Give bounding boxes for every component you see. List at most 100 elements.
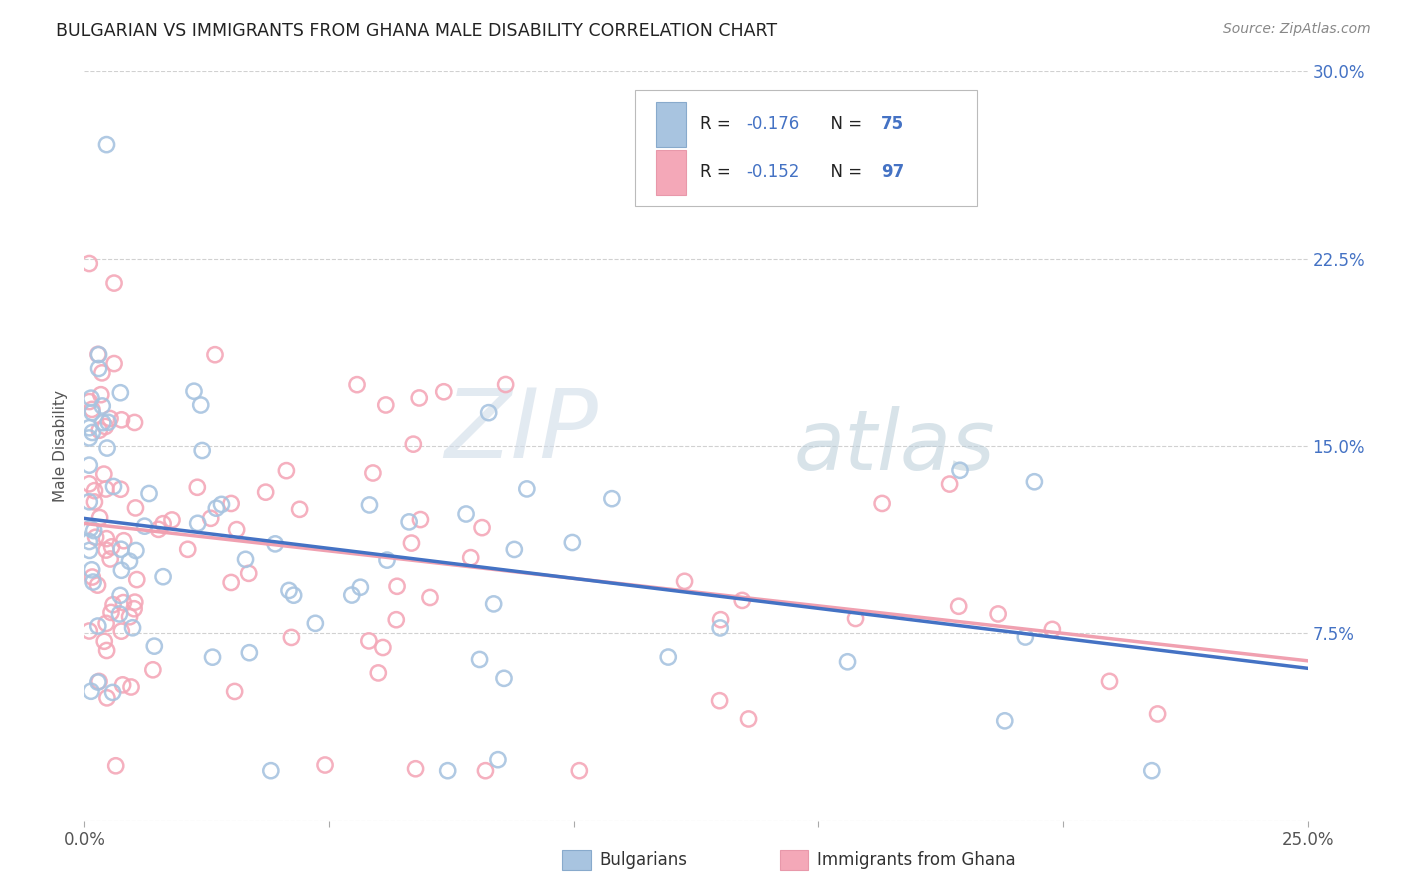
Point xyxy=(478,406,501,420)
Point xyxy=(142,663,165,677)
Point xyxy=(844,611,866,625)
Point xyxy=(503,542,526,557)
Point xyxy=(568,764,591,778)
Point xyxy=(238,566,260,581)
Point xyxy=(398,515,420,529)
Point xyxy=(91,399,114,413)
Text: Bulgarians: Bulgarians xyxy=(599,851,688,869)
Point xyxy=(138,486,160,500)
Point xyxy=(949,463,972,477)
Point xyxy=(474,764,496,778)
Point xyxy=(201,650,224,665)
Point xyxy=(304,616,326,631)
Point xyxy=(454,507,477,521)
Point xyxy=(349,580,371,594)
Text: atlas: atlas xyxy=(794,406,995,486)
Point xyxy=(948,599,970,614)
Point xyxy=(374,398,396,412)
Text: -0.152: -0.152 xyxy=(747,163,800,181)
Point xyxy=(204,348,226,362)
Point xyxy=(211,497,233,511)
Point xyxy=(710,613,733,627)
Point xyxy=(125,573,148,587)
Point xyxy=(264,537,287,551)
Point xyxy=(112,596,135,610)
Point xyxy=(77,476,100,491)
Point xyxy=(101,598,124,612)
Point xyxy=(94,419,117,434)
Point xyxy=(77,534,100,549)
Point xyxy=(91,416,114,430)
Text: ZIP: ZIP xyxy=(444,384,598,477)
Point xyxy=(219,496,242,510)
Text: 97: 97 xyxy=(880,163,904,181)
Point xyxy=(276,464,298,478)
Point xyxy=(110,563,132,577)
Point xyxy=(80,563,103,577)
Point xyxy=(737,712,759,726)
Text: R =: R = xyxy=(700,115,735,133)
Point xyxy=(357,634,380,648)
Point xyxy=(495,377,517,392)
Point xyxy=(492,671,515,685)
Point xyxy=(1014,630,1036,644)
Point xyxy=(79,543,101,558)
Point xyxy=(1040,623,1063,637)
Point xyxy=(103,276,125,290)
Point xyxy=(657,650,679,665)
Point xyxy=(405,762,427,776)
Point xyxy=(709,694,731,708)
Point xyxy=(482,597,505,611)
Point xyxy=(91,366,114,380)
Point xyxy=(84,530,107,544)
Point xyxy=(346,377,368,392)
Point xyxy=(709,621,731,635)
Point xyxy=(96,532,118,546)
Point xyxy=(83,524,105,538)
Point xyxy=(994,714,1017,728)
Point xyxy=(94,482,117,496)
Point xyxy=(283,588,305,602)
Point xyxy=(375,553,398,567)
Point xyxy=(77,495,100,509)
Point xyxy=(278,583,301,598)
Point xyxy=(82,575,104,590)
Text: -0.176: -0.176 xyxy=(747,115,800,133)
Point xyxy=(340,588,363,602)
Point xyxy=(89,423,111,437)
Point xyxy=(148,522,170,536)
Point xyxy=(96,643,118,657)
Point xyxy=(225,523,247,537)
Point xyxy=(108,588,131,602)
Point xyxy=(77,256,100,270)
Point xyxy=(110,624,132,639)
Point xyxy=(1140,764,1163,778)
Point xyxy=(83,483,105,498)
Point xyxy=(82,570,104,584)
Point xyxy=(89,510,111,524)
Point xyxy=(143,639,166,653)
Point xyxy=(101,685,124,699)
Point xyxy=(385,579,408,593)
Point xyxy=(87,619,110,633)
Point xyxy=(80,402,103,417)
Point xyxy=(260,764,283,778)
Point xyxy=(87,348,110,362)
Point xyxy=(673,574,696,589)
Point xyxy=(112,533,135,548)
Point xyxy=(191,443,214,458)
Point xyxy=(280,631,302,645)
Point xyxy=(235,552,257,566)
Point xyxy=(110,542,132,557)
Bar xyxy=(655,102,686,147)
Point xyxy=(90,387,112,401)
Point xyxy=(98,411,121,425)
Point xyxy=(124,416,146,430)
Point xyxy=(124,500,146,515)
Point xyxy=(110,385,132,400)
Point xyxy=(408,391,430,405)
Point xyxy=(100,540,122,554)
Point xyxy=(401,536,423,550)
Point xyxy=(200,511,222,525)
Text: BULGARIAN VS IMMIGRANTS FROM GHANA MALE DISABILITY CORRELATION CHART: BULGARIAN VS IMMIGRANTS FROM GHANA MALE … xyxy=(56,22,778,40)
